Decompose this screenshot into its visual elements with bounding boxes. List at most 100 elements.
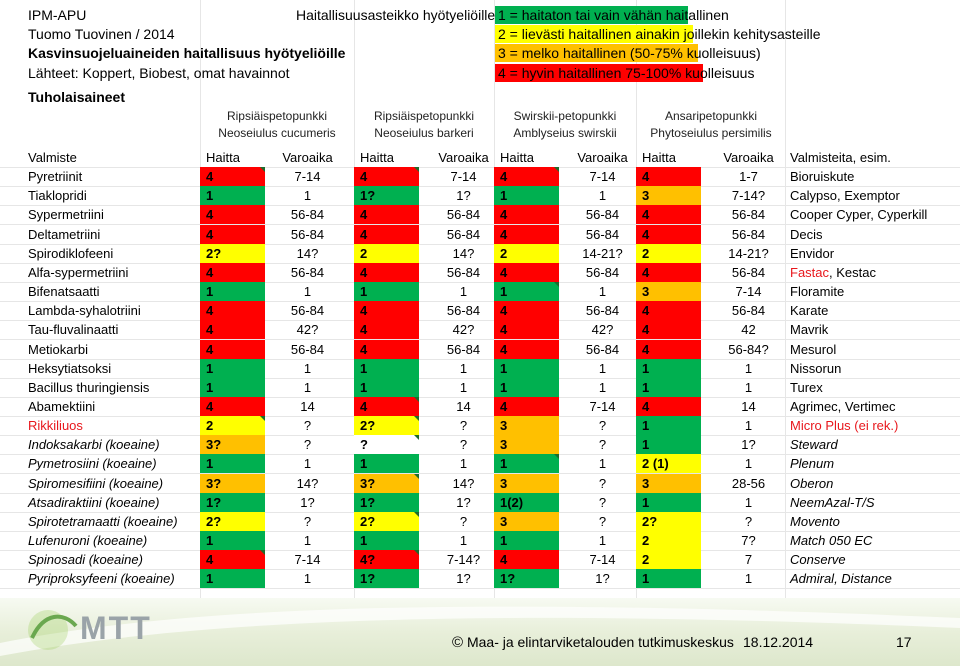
harm-rating: 4 [494,224,559,244]
harm-rating: 1 [636,416,701,436]
harm-rating: 4 [494,262,559,282]
product-notes: Cooper Cyper, Cyperkill [790,207,928,223]
comment-marker-icon[interactable] [414,396,419,402]
substance-name: Pyriproksyfeeni (koeaine) [28,571,175,587]
waiting-period: ? [459,513,468,529]
table-row: Indoksakarbi (koeaine) 3???? 3? 1 1? Steward [0,435,960,456]
waiting-period: 42 [741,322,756,338]
comment-marker-icon[interactable] [414,167,419,173]
substance-name: Deltametriini [28,226,101,242]
waiting-period: 1? [741,437,756,453]
substance-name: Lufenuroni (koeaine) [28,533,148,548]
product-notes: Admiral, Distance [790,571,892,587]
harm-rating: 4 [200,320,265,340]
waiting-period: 56-84 [731,264,766,280]
waiting-period: 7-14 [450,169,477,185]
comment-marker-icon[interactable] [414,416,419,422]
substance-name: Spirodiklofeeni [28,245,114,261]
waiting-period: 1 [598,188,607,204]
harm-rating: 1 [200,377,265,397]
substance-name: Metiokarbi [28,341,88,357]
harm-rating: 2? [636,511,701,531]
product-notes: Decis [790,226,823,242]
comment-marker-icon[interactable] [554,282,559,288]
comment-marker-icon[interactable] [414,550,419,556]
comment-marker-icon[interactable] [554,167,559,173]
comment-marker-icon[interactable] [554,454,559,460]
table-row: Lufenuroni (koeaine) 1 1 1 1 1 1 2 7? Match 050 E… [0,531,960,551]
table-row: Pyretriinit 4 7-14 4 7-14 4 7-14 4 1-7 Bioruiskut… [0,167,960,188]
harm-rating: 4 [636,339,701,359]
waiting-period: 56-84 [585,341,620,357]
waiting-period: 1-7 [739,169,758,185]
comment-marker-icon[interactable] [260,416,265,422]
footer-decoration [0,606,960,656]
harm-rating: 4 [200,339,265,359]
waiting-period: 14? [296,475,319,491]
product-notes: Mavrik [790,322,829,338]
waiting-period: 14? [452,475,475,491]
product-notes: Mesurol [790,341,837,357]
product-notes: Steward [790,437,838,453]
column-header-duration: Varoaika [723,150,774,165]
harm-rating: 3 [636,186,701,206]
harm-rating: 4 [636,301,701,321]
waiting-period: 1? [456,188,471,204]
waiting-period: 1 [744,418,753,434]
harm-rating: 4 [354,167,419,187]
column-header-duration: Varoaika [438,150,489,165]
product-notes: Calypso, Exemptor [790,188,900,204]
harm-rating: 4 [200,396,265,416]
waiting-period: 7-14 [294,169,321,185]
waiting-period: ? [459,418,468,434]
product-notes: Floramite [790,284,845,300]
harm-rating: 4 [354,224,419,244]
comment-marker-icon[interactable] [260,167,265,173]
product-notes: Plenum [790,456,835,472]
sources-line: Lähteet: Koppert, Biobest, omat havainno… [28,65,290,81]
species-header-3: Swirskii-petopunkki Amblyseius swirskii [513,109,617,140]
comment-marker-icon[interactable] [414,435,419,441]
harm-rating: 4 [494,320,559,340]
harm-rating: 1 [354,454,419,474]
harm-rating: 2 [354,243,419,263]
waiting-period: 56-84 [290,303,325,319]
product-notes: Fastac, Kestac [790,264,876,280]
table-row: Spirotetramaatti (koeaine) 2?? 2?? 3? 2?? Mov… [0,511,960,532]
logo-graphic-icon [28,610,78,650]
product-notes: Bioruiskute [790,169,855,185]
table-row: Bifenatsaatti 1 1 1 1 1 1 3 7-14 Floramite [0,282,960,303]
waiting-period: 1 [598,284,607,300]
harm-rating: 4 [354,262,419,282]
product-notes: Envidor [790,245,835,261]
section-title: Tuholaisaineet [28,89,125,105]
comment-marker-icon[interactable] [414,511,419,517]
harm-rating: 1? [494,569,559,589]
column-header-harm: Haitta [206,150,240,165]
comment-marker-icon[interactable] [260,550,265,556]
waiting-period: 1 [303,360,312,376]
waiting-period: 14-21? [582,245,623,261]
waiting-period: 42? [591,322,614,338]
table-row: Lambda-syhalotriini 4 56-84 4 56-84 4 56-84 4 56… [0,301,960,322]
legend-item-2: 2 = lievästi haitallinen ainakin joillek… [495,25,821,43]
table-row: Spirodiklofeeni 2? 14? 2 14? 2 14-21? 2 14-21? En… [0,243,960,264]
harm-rating: 4 [636,262,701,282]
harm-rating: 1 [636,569,701,589]
waiting-period: 1 [303,284,312,300]
waiting-period: ? [598,475,607,491]
substance-name: Abamektiini [28,398,96,414]
comment-marker-icon[interactable] [414,473,419,479]
table-row: Abamektiini 4 14 4 14 4 7-14 4 14 Agrimec, Vertim… [0,396,960,417]
harm-rating: 1 [494,186,559,206]
harm-rating: ? [354,435,419,455]
legend-item-4: 4 = hyvin haitallinen 75-100% kuolleisuu… [495,64,754,82]
product-notes: Agrimec, Vertimec [790,398,896,414]
waiting-period: ? [598,437,607,453]
table-row: Bacillus thuringiensis 1 1 1 1 1 1 1 1 Turex [0,377,960,398]
waiting-period: 56-84 [585,264,620,280]
waiting-period: 1 [459,456,468,472]
substance-name: Atsadiraktiini (koeaine) [28,494,160,510]
product-notes: NeemAzal-T/S [790,494,875,510]
waiting-period: 56-84 [731,226,766,242]
